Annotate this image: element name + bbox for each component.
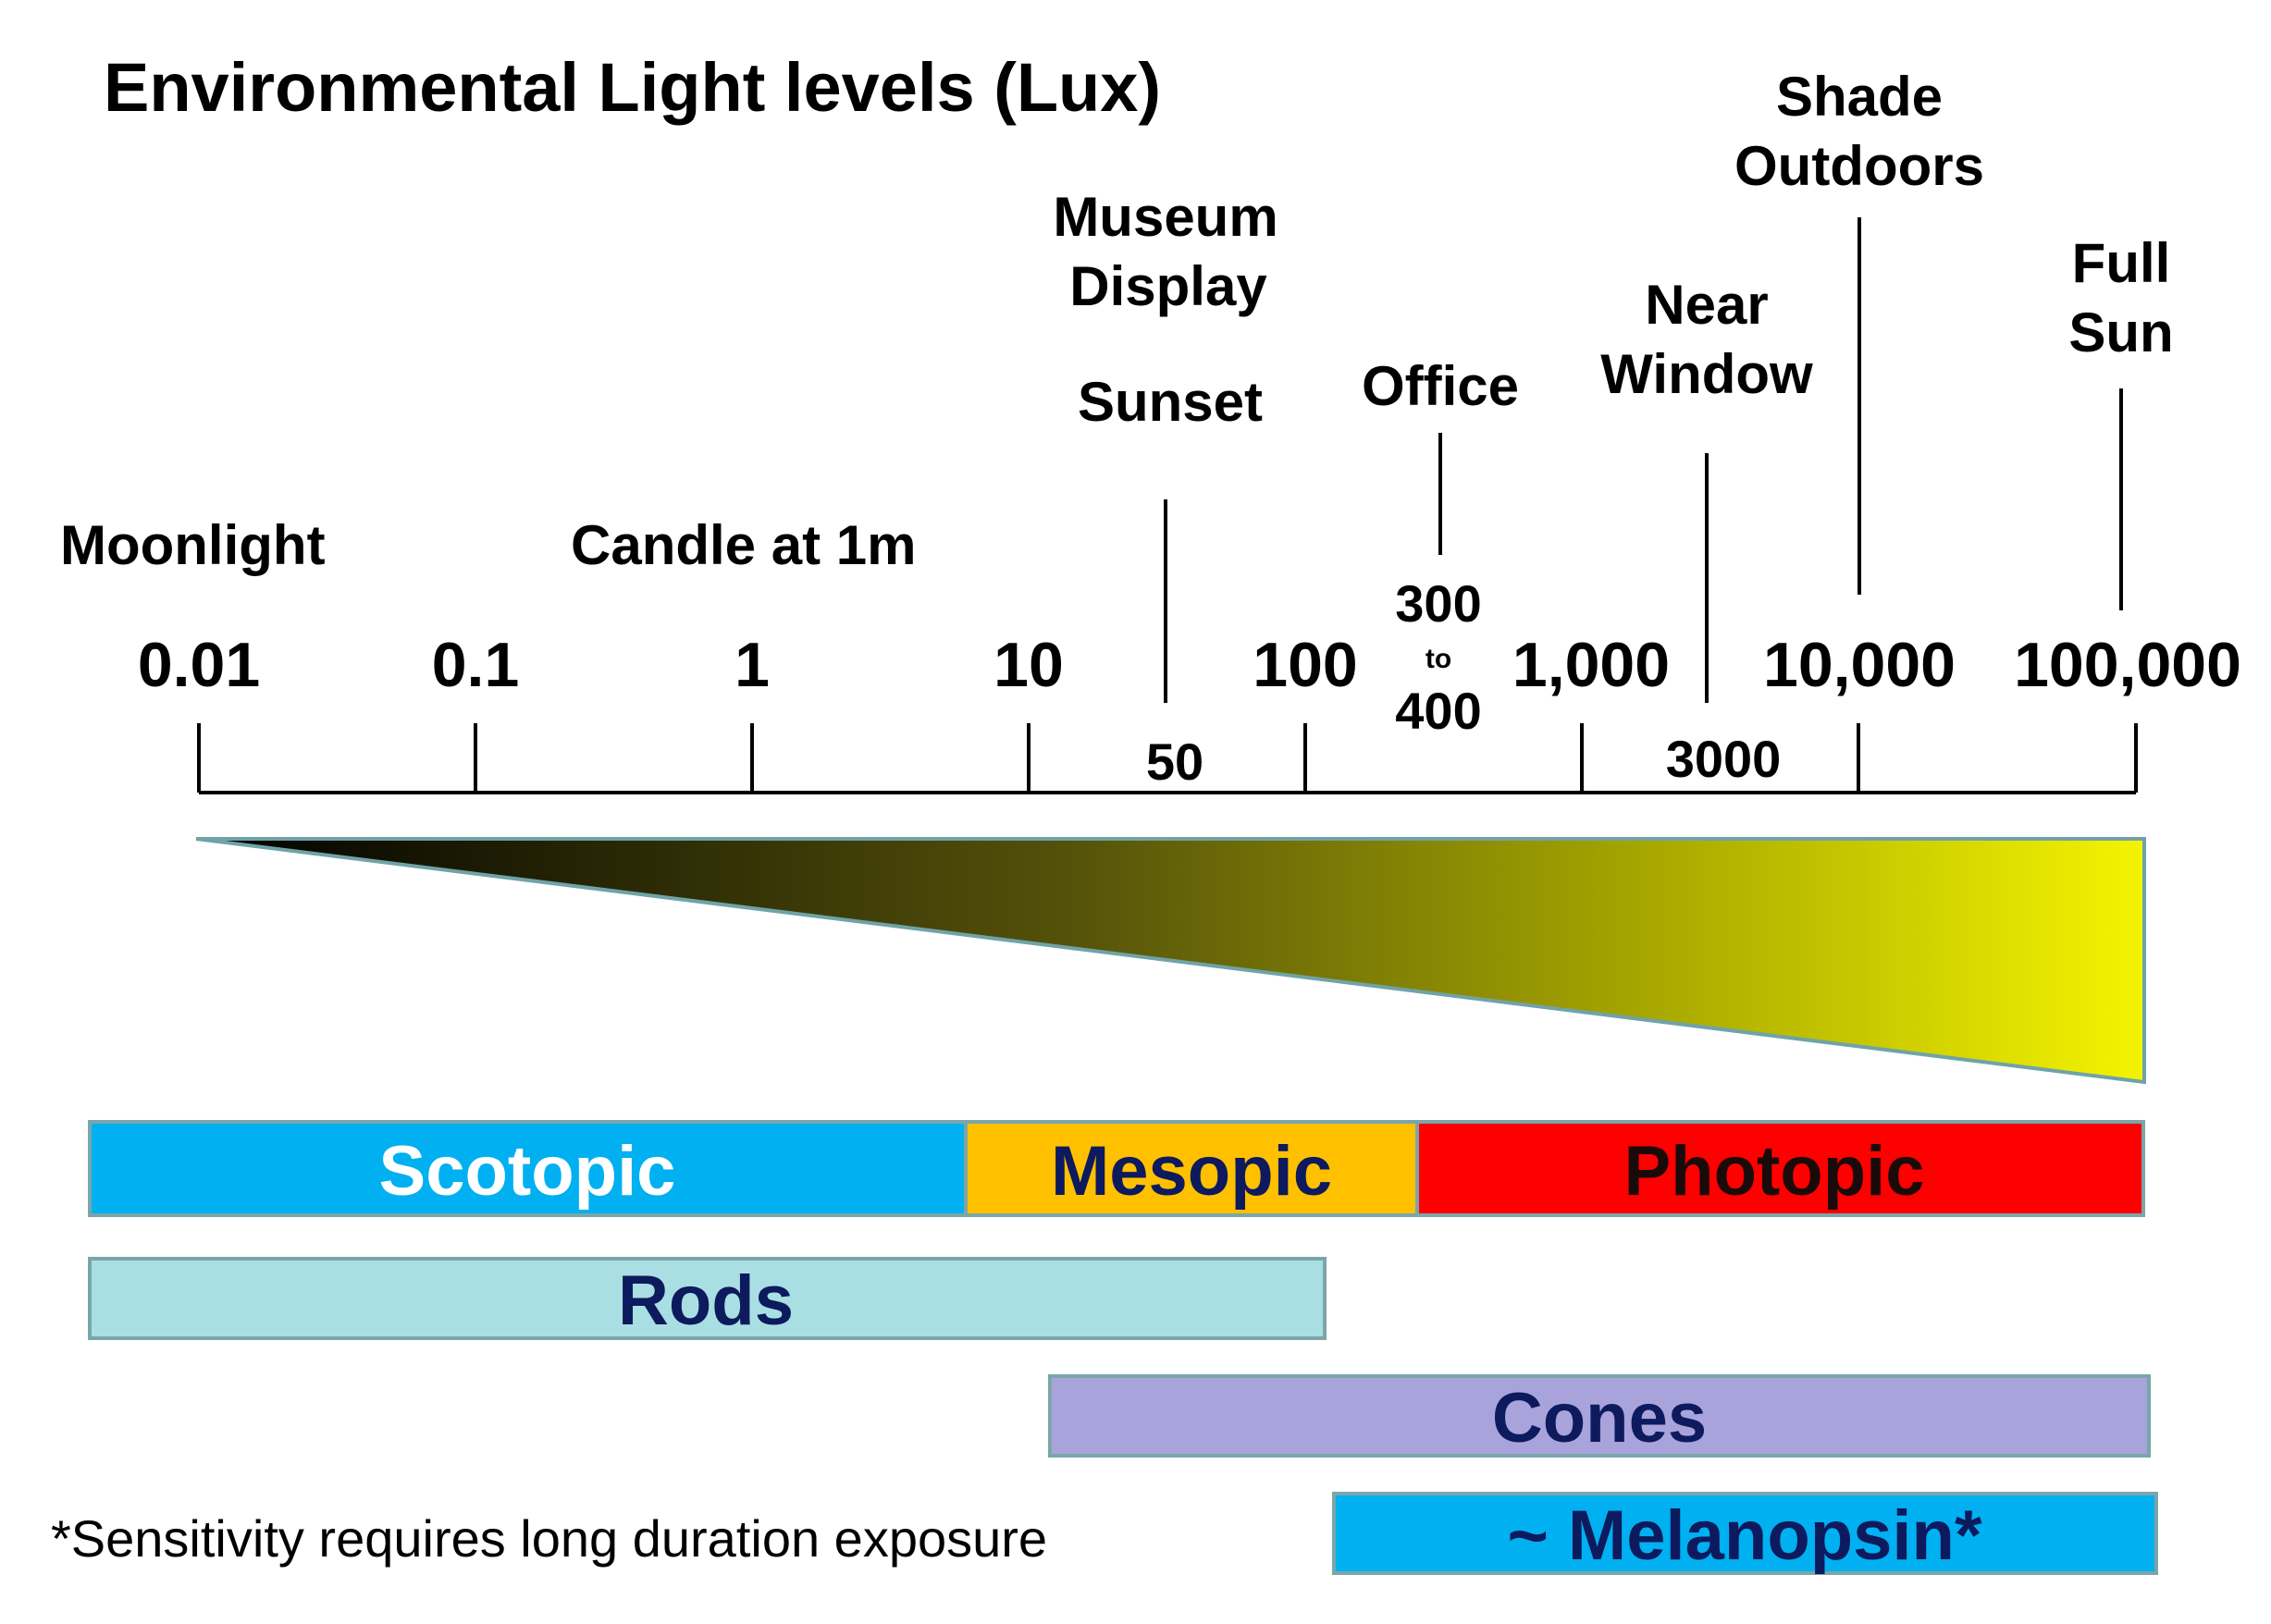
- label-office: Office: [1362, 355, 1519, 417]
- tick-label-10000: 10,000: [1763, 630, 1956, 700]
- tick-label-100: 100: [1253, 630, 1357, 700]
- label-near-window-line1: Near: [1645, 274, 1768, 336]
- band-cones: [1048, 1374, 2151, 1458]
- tick-label-0.01: 0.01: [138, 630, 260, 700]
- label-shade-line2: Outdoors: [1734, 135, 1984, 197]
- band-melanopsin-label: ~ Melanopsin*: [1507, 1496, 1982, 1575]
- label-full-sun-line1: Full: [2072, 232, 2171, 294]
- lux-axis: [197, 723, 2138, 794]
- tick-label-100000: 100,000: [2014, 630, 2241, 700]
- band-rods-label: Rods: [618, 1261, 794, 1340]
- near-window-value: 3000: [1666, 730, 1782, 788]
- footnote: *Sensitivity requires long duration expo…: [51, 1509, 1047, 1568]
- band-cones-label: Cones: [1492, 1379, 1707, 1458]
- office-value-high: 300: [1395, 574, 1481, 633]
- label-candle: Candle at 1m: [571, 514, 916, 576]
- office-value-low: 400: [1395, 682, 1481, 740]
- axis-tick-labels: 0.01 0.1 1 10 100 1,000 10,000 100,000: [138, 630, 2241, 700]
- office-value-to: to: [1426, 644, 1451, 674]
- band-mesopic-label: Mesopic: [1051, 1132, 1332, 1211]
- tick-label-10: 10: [994, 630, 1064, 700]
- tick-label-1: 1: [734, 630, 770, 700]
- label-near-window-line2: Window: [1600, 343, 1813, 405]
- label-museum-line1: Museum: [1053, 186, 1277, 248]
- band-scotopic-label: Scotopic: [379, 1132, 676, 1211]
- diagram-title: Environmental Light levels (Lux): [104, 49, 1161, 126]
- band-rods: [88, 1257, 1327, 1340]
- band-photopic: [1415, 1120, 2145, 1217]
- sunset-value: 50: [1146, 732, 1203, 791]
- label-moonlight: Moonlight: [60, 514, 326, 576]
- label-museum-line2: Display: [1069, 255, 1267, 317]
- band-melanopsin: [1332, 1492, 2158, 1575]
- tick-label-1000: 1,000: [1512, 630, 1670, 700]
- tick-label-0.1: 0.1: [432, 630, 520, 700]
- band-photopic-label: Photopic: [1623, 1132, 1924, 1211]
- label-full-sun-line2: Sun: [2068, 301, 2173, 363]
- intensity-wedge: [195, 837, 2146, 1085]
- label-shade-line1: Shade: [1776, 66, 1943, 128]
- vision-regime-bar: Scotopic Mesopic Photopic: [88, 1120, 2145, 1217]
- label-sunset: Sunset: [1078, 371, 1263, 433]
